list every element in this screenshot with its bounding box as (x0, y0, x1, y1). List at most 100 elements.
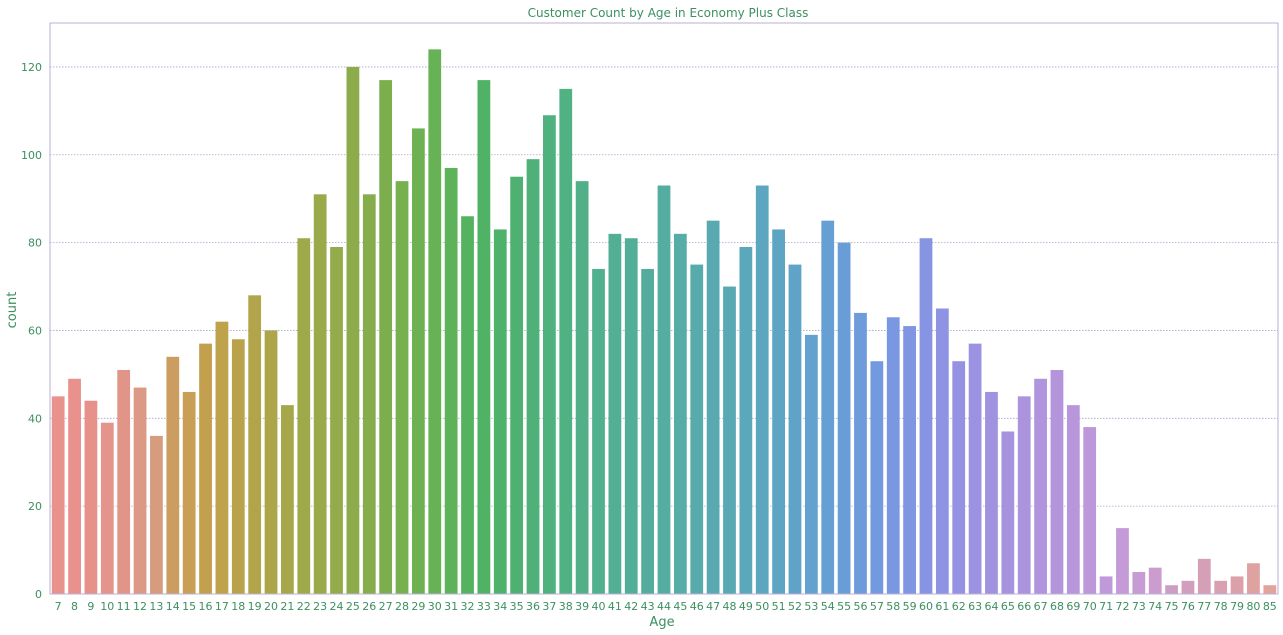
bar-age-64 (985, 391, 998, 594)
x-tick-label: 7 (55, 600, 62, 613)
x-tick-label: 60 (919, 600, 933, 613)
bar-age-25 (346, 66, 360, 594)
x-tick-label: 61 (935, 600, 949, 613)
x-tick-label: 76 (1181, 600, 1195, 613)
y-tick-label: 40 (28, 412, 42, 425)
x-tick-label: 33 (477, 600, 491, 613)
x-tick-label: 55 (837, 600, 851, 613)
bar-age-41 (608, 233, 622, 595)
y-tick-labels: 0 20 40 60 80 100 120 (21, 61, 42, 601)
y-tick-label: 80 (28, 237, 42, 250)
bar-age-52 (788, 264, 802, 594)
x-tick-label: 72 (1115, 600, 1129, 613)
x-tick-label: 8 (71, 600, 78, 613)
x-tick-label: 30 (428, 600, 442, 613)
bar-age-27 (379, 80, 393, 595)
x-tick-label: 78 (1214, 600, 1228, 613)
y-tick-label: 0 (35, 588, 42, 601)
y-axis-label: count (5, 292, 20, 329)
x-tick-label: 31 (444, 600, 458, 613)
x-tick-label: 49 (739, 600, 753, 613)
bar-age-40 (592, 268, 605, 594)
bar-age-18 (231, 339, 245, 594)
x-tick-label: 12 (133, 600, 147, 613)
bar-age-32 (461, 216, 474, 594)
x-tick-label: 36 (526, 600, 540, 613)
bar-age-20 (264, 330, 278, 594)
x-tick-label: 20 (264, 600, 278, 613)
bar-age-55 (837, 242, 851, 594)
x-tick-label: 51 (772, 600, 786, 613)
bar-age-61 (935, 308, 949, 594)
x-tick-label: 43 (641, 600, 655, 613)
x-tick-label: 47 (706, 600, 720, 613)
x-tick-label: 75 (1165, 600, 1179, 613)
x-tick-label: 45 (673, 600, 687, 613)
bar-age-33 (477, 80, 491, 595)
bar-age-45 (673, 233, 687, 595)
bar-age-56 (854, 312, 867, 594)
bar-age-10 (100, 422, 114, 594)
bar-age-34 (493, 229, 507, 594)
bars (51, 49, 1277, 595)
bar-age-46 (690, 264, 704, 594)
x-tick-label: 85 (1263, 600, 1277, 613)
bar-age-62 (952, 361, 966, 594)
bar-age-17 (215, 321, 229, 594)
bar-age-63 (968, 343, 982, 594)
x-tick-labels: 7 8 9 10 11 12 13 14 15 16 17 18 19 20 21 22 23 24 25 26 27 2… (55, 600, 1277, 613)
bar-age-23 (313, 194, 327, 595)
bar-age-48 (723, 286, 736, 594)
x-tick-label: 68 (1050, 600, 1064, 613)
bar-age-68 (1050, 369, 1064, 594)
x-tick-label: 28 (395, 600, 409, 613)
x-tick-label: 52 (788, 600, 802, 613)
x-tick-label: 46 (690, 600, 704, 613)
x-tick-label: 63 (968, 600, 982, 613)
chart-title: Customer Count by Age in Economy Plus Cl… (528, 6, 809, 20)
bar-age-66 (1017, 396, 1031, 594)
bar-age-11 (117, 369, 131, 594)
y-tick-label: 120 (21, 61, 42, 74)
bar-age-28 (395, 181, 409, 594)
bar-age-60 (919, 238, 933, 594)
x-tick-label: 66 (1017, 600, 1031, 613)
x-tick-label: 27 (379, 600, 393, 613)
bar-age-14 (166, 356, 180, 594)
bar-age-37 (543, 115, 556, 594)
x-tick-label: 16 (199, 600, 213, 613)
y-tick-label: 20 (28, 500, 42, 513)
bar-age-78 (1214, 580, 1228, 594)
x-tick-label: 22 (297, 600, 311, 613)
bar-age-67 (1034, 378, 1047, 594)
x-tick-label: 21 (280, 600, 294, 613)
bar-age-54 (821, 220, 835, 594)
bar-age-8 (68, 378, 81, 594)
bar-age-44 (657, 185, 671, 594)
bar-age-30 (428, 49, 442, 595)
x-tick-label: 40 (592, 600, 606, 613)
bar-age-85 (1263, 585, 1277, 594)
x-tick-label: 69 (1066, 600, 1080, 613)
bar-age-80 (1247, 563, 1260, 594)
bar-age-13 (150, 435, 163, 594)
x-tick-label: 14 (166, 600, 180, 613)
x-tick-label: 41 (608, 600, 622, 613)
x-tick-label: 56 (853, 600, 867, 613)
bar-age-75 (1165, 585, 1178, 594)
x-tick-label: 70 (1083, 600, 1097, 613)
x-tick-label: 23 (313, 600, 327, 613)
y-tick-label: 60 (28, 324, 42, 337)
x-tick-label: 34 (493, 600, 507, 613)
y-tick-label: 100 (21, 149, 42, 162)
bar-age-36 (526, 159, 540, 594)
x-tick-label: 13 (149, 600, 163, 613)
x-tick-label: 19 (248, 600, 262, 613)
x-tick-label: 11 (117, 600, 131, 613)
bar-age-77 (1197, 558, 1211, 594)
x-tick-label: 26 (362, 600, 376, 613)
x-tick-label: 10 (100, 600, 114, 613)
bar-age-16 (199, 343, 212, 594)
x-tick-label: 79 (1230, 600, 1244, 613)
bar-age-73 (1132, 572, 1146, 594)
